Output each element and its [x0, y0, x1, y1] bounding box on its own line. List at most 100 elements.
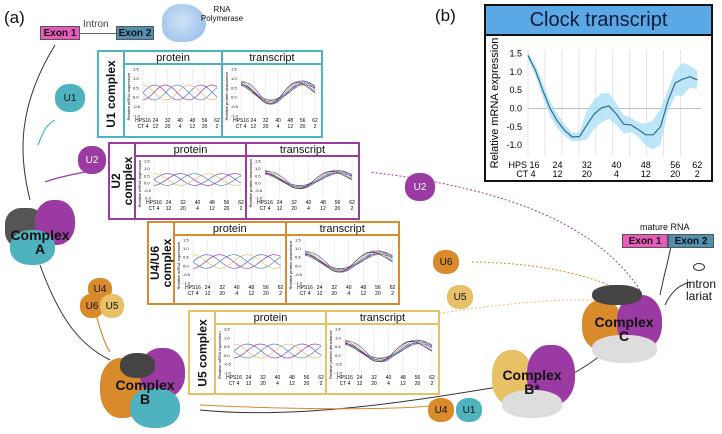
transcript-subplot: transcript Relative protein abundance 1.5 1…: [286, 223, 398, 303]
mini-xtick-ct: 12: [316, 291, 322, 297]
y-tick-label: -0.5: [506, 122, 522, 132]
mini-xtick-hps: 62: [278, 285, 284, 291]
mini-xtick-ct: 2: [431, 381, 434, 387]
mini-series-line: [192, 254, 281, 269]
complex-name: U2 complex: [109, 144, 136, 218]
mini-xtick-hps: 32: [291, 200, 297, 206]
mini-xtick-hps: 48: [288, 118, 294, 124]
mini-xtick-hps: 40: [177, 118, 183, 124]
protein-header: protein: [125, 52, 221, 65]
x-tick-ct: 2: [695, 169, 700, 179]
mini-xtick-hps: 56: [224, 200, 230, 206]
mini-xtick-ct: 20: [335, 206, 341, 212]
mini-xtick-ct: 20: [375, 291, 381, 297]
mini-xtick-ct: CT 4: [149, 206, 160, 212]
mini-xtick-ct: 12: [320, 206, 326, 212]
protein-subplot: protein Relative mRNA expression 1.5 1.0 0.5…: [175, 223, 287, 303]
mini-series-line: [192, 254, 281, 269]
mini-ytick: 1.0: [255, 166, 261, 171]
mini-xtick-ct: 20: [331, 291, 337, 297]
mini-ytick: 0.0: [133, 95, 139, 100]
mini-xtick-ct: 12: [246, 381, 252, 387]
mini-ytick: -1.0: [133, 114, 141, 119]
mini-xtick-hps: 32: [180, 200, 186, 206]
panel-b-label: (b): [435, 6, 456, 25]
u4-released-icon: U4: [428, 398, 454, 422]
mini-ytick: 1.5: [335, 327, 341, 332]
mini-xtick-ct: 12: [249, 291, 255, 297]
mini-series-line: [192, 254, 281, 269]
transcript-header: transcript: [286, 223, 398, 236]
mini-ytick: -1.0: [144, 196, 152, 201]
mini-series-line: [142, 84, 218, 101]
x-tick-hps: 62: [692, 160, 702, 170]
mini-xtick-ct: 2: [216, 124, 219, 130]
mini-ytick: 0.5: [255, 173, 261, 178]
mini-xtick-ct: 12: [400, 381, 406, 387]
protein-subplot: protein Relative mRNA expression 1.5 1.0 0.5…: [216, 312, 327, 393]
y-tick-label: 0.0: [509, 103, 522, 113]
mini-xtick-ct: 2: [314, 124, 317, 130]
mini-xtick-hps: 56: [300, 118, 306, 124]
mini-xtick-hps: 32: [263, 118, 269, 124]
mini-series-line: [264, 171, 353, 189]
mini-xtick-ct: 12: [357, 381, 363, 387]
mini-ytick: -0.5: [335, 362, 343, 367]
u6-released-icon: U6: [433, 250, 459, 274]
mini-ytick: -0.5: [255, 188, 263, 193]
mini-ytick: 0.0: [224, 353, 230, 358]
mini-ytick: 0.0: [335, 353, 341, 358]
mini-ylabel: Relative mRNA expression: [137, 160, 142, 208]
mini-series-line: [142, 84, 218, 101]
mini-ytick: 1.5: [144, 159, 150, 164]
complex-bstar-label: Complex B*: [502, 367, 562, 397]
mini-xtick-hps: 56: [202, 118, 208, 124]
mini-xtick-ct: 12: [166, 206, 172, 212]
complex-b: Complex B: [100, 348, 190, 428]
mini-series-line: [264, 169, 353, 187]
mini-ytick: 1.5: [224, 327, 230, 332]
mini-ytick: -1.0: [335, 371, 343, 376]
transcript-header: transcript: [223, 52, 321, 65]
mini-xtick-ct: 20: [263, 291, 269, 297]
complex-a-label: Complex A: [10, 227, 70, 257]
mini-xtick-hps: 40: [234, 285, 240, 291]
intron-line: [80, 33, 116, 34]
x-tick-hps: 32: [582, 160, 592, 170]
u1-snrnp-icon: U1: [55, 84, 85, 112]
mini-xtick-hps: 32: [219, 285, 225, 291]
mini-ylabel: Relative mRNA expression: [126, 73, 131, 121]
mini-xtick-ct: 4: [277, 124, 280, 130]
mini-xtick-ct: CT 4: [340, 381, 351, 387]
mini-xtick-ct: 20: [260, 381, 266, 387]
mini-xtick-hps: 40: [195, 200, 201, 206]
mini-xtick-hps: 24: [357, 375, 363, 381]
mini-ytick: 1.5: [183, 238, 189, 243]
mini-xtick-ct: 4: [196, 206, 199, 212]
mini-ytick: 0.5: [231, 85, 237, 90]
rna-polymerase-icon: [162, 4, 206, 42]
mini-ytick: 1.5: [295, 238, 301, 243]
mini-xtick-ct: 4: [387, 381, 390, 387]
mini-xtick-ct: CT 4: [229, 381, 240, 387]
x-tick-hps: HPS 16: [508, 160, 539, 170]
mini-series-line: [153, 173, 242, 186]
mini-ytick: 0.0: [231, 95, 237, 100]
mini-xtick-hps: HPS16: [226, 375, 242, 381]
complex-c: Complex C: [582, 285, 667, 365]
mini-xtick-hps: 62: [349, 200, 355, 206]
mini-xtick-ct: 20: [300, 124, 306, 130]
complex-name: U1 complex: [99, 52, 125, 136]
mature-rna-label: mature RNA: [640, 222, 690, 232]
mini-xtick-ct: 12: [205, 291, 211, 297]
mini-ytick: 0.5: [144, 173, 150, 178]
mini-series-line: [304, 251, 393, 273]
complex-a: Complex A: [5, 200, 75, 265]
mini-xtick-ct: 4: [276, 381, 279, 387]
mini-xtick-hps: 48: [209, 200, 215, 206]
mini-ytick: 0.0: [144, 181, 150, 186]
complex-name-text: U4/U6 complex: [148, 238, 174, 288]
mini-series-line: [233, 343, 322, 359]
mini-xtick-hps: 24: [316, 285, 322, 291]
